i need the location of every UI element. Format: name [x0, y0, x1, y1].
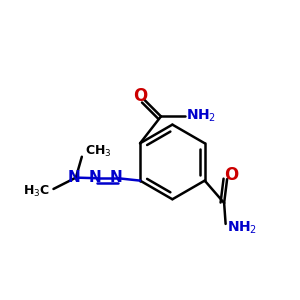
- Text: O: O: [224, 166, 239, 184]
- Text: NH$_2$: NH$_2$: [227, 219, 257, 236]
- Text: N: N: [110, 170, 123, 185]
- Text: CH$_3$: CH$_3$: [85, 144, 112, 159]
- Text: NH$_2$: NH$_2$: [186, 108, 217, 124]
- Text: O: O: [133, 87, 147, 105]
- Text: N: N: [68, 169, 81, 184]
- Text: N: N: [89, 170, 102, 185]
- Text: H$_3$C: H$_3$C: [23, 184, 50, 199]
